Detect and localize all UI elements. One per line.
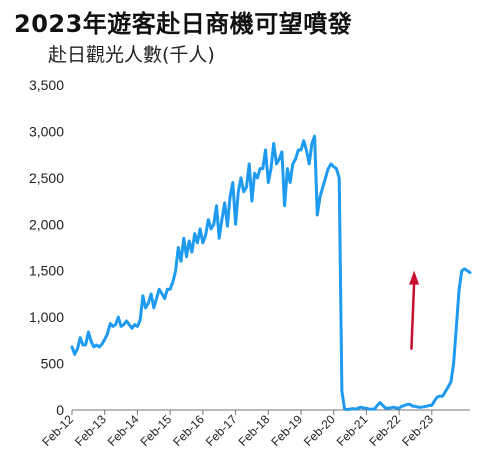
y-tick-label: 2,500 <box>29 170 64 186</box>
y-tick-label: 2,000 <box>29 216 64 232</box>
x-tick-label: Feb-23 <box>399 412 436 449</box>
x-tick-label: Feb-13 <box>72 412 109 449</box>
x-tick-label: Feb-19 <box>268 412 305 449</box>
chart-subtitle: 赴日觀光人數(千人) <box>48 44 215 66</box>
series-line <box>70 134 472 411</box>
x-tick-label: Feb-22 <box>366 412 403 449</box>
chart-title: 2023年遊客赴日商機可望噴發 <box>14 10 353 38</box>
x-tick-label: Feb-20 <box>301 412 338 449</box>
x-tick-label: Feb-14 <box>105 412 142 449</box>
y-tick-label: 1,500 <box>29 263 64 279</box>
annotation-arrow-head <box>409 270 420 285</box>
x-tick-label: Feb-18 <box>236 412 273 449</box>
x-tick-label: Feb-15 <box>137 412 174 449</box>
y-tick-label: 500 <box>41 356 65 372</box>
x-tick-label: Feb-21 <box>334 412 371 449</box>
y-tick-label: 3,500 <box>29 77 64 93</box>
x-tick-label: Feb-16 <box>170 412 207 449</box>
y-tick-label: 1,000 <box>29 309 64 325</box>
annotation-arrow-shaft <box>410 282 416 350</box>
y-tick-label: 0 <box>56 402 64 418</box>
x-tick-label: Feb-17 <box>203 412 240 449</box>
y-tick-label: 3,000 <box>29 123 64 139</box>
